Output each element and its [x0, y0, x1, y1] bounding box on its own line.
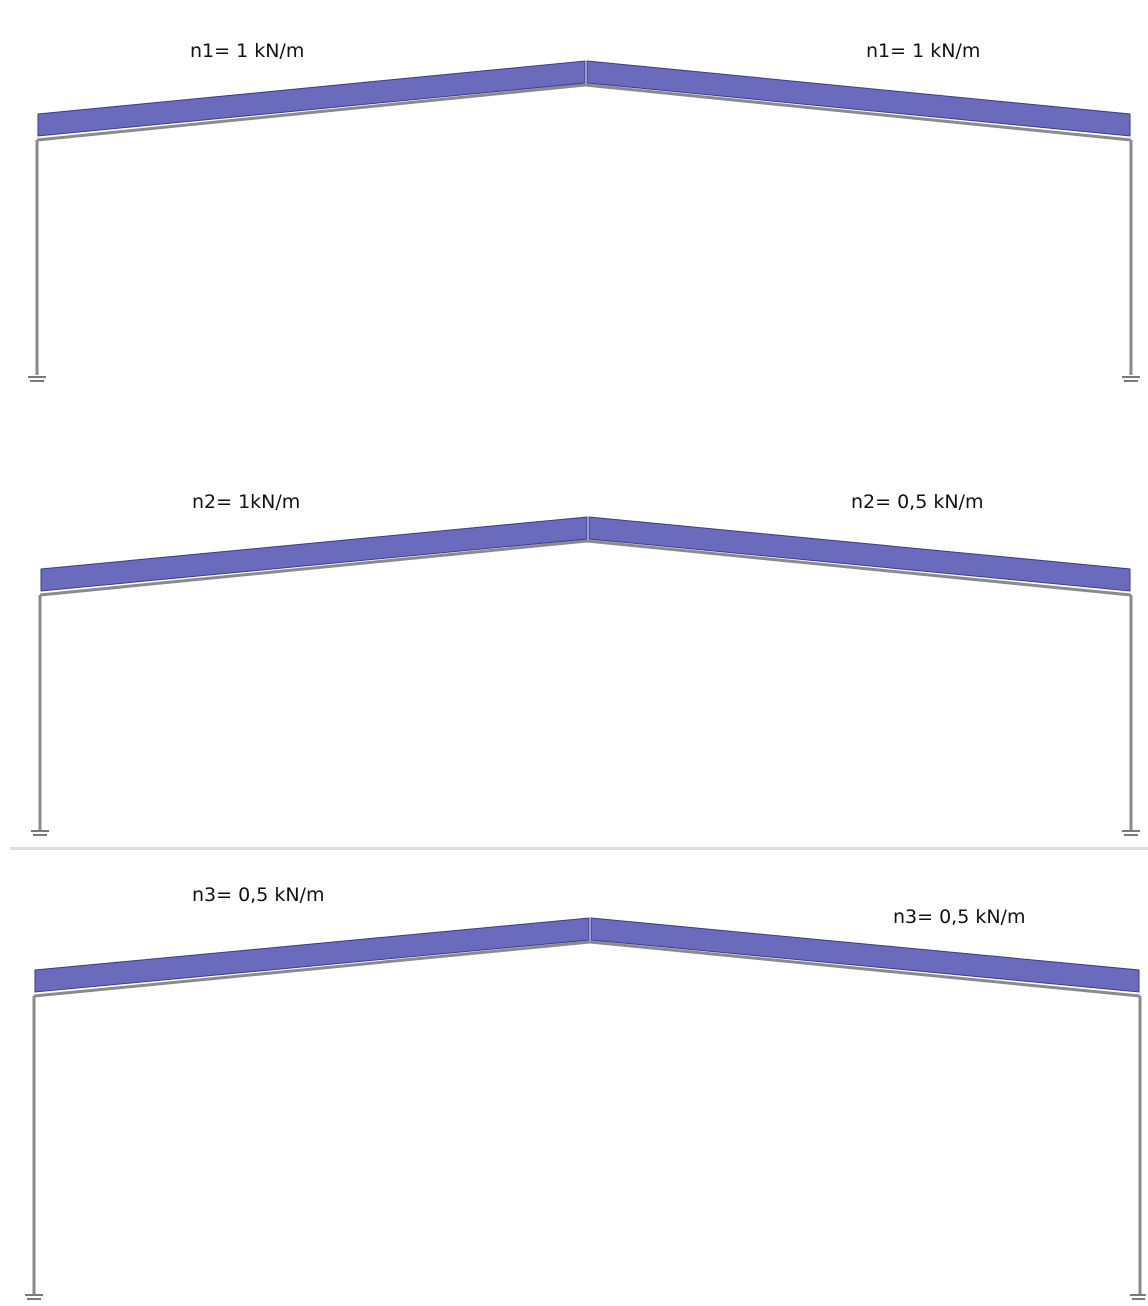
frame-2-structure [31, 516, 1140, 836]
left-rafter [33, 940, 591, 998]
left-support-icon [25, 1294, 43, 1300]
load-label-left: n2= 1kN/m [192, 491, 301, 513]
right-rafter [584, 83, 1132, 142]
frame-1-structure [28, 60, 1140, 382]
load-label-right: n1= 1 kN/m [866, 40, 981, 62]
frame-3-structure [25, 917, 1146, 1300]
load-label-left: n1= 1 kN/m [190, 40, 305, 62]
frame-2: n2= 1kN/m n2= 0,5 kN/m [0, 440, 1148, 845]
right-rafter [586, 539, 1132, 597]
left-distributed-load [40, 516, 588, 592]
right-distributed-load [590, 917, 1140, 993]
frame-3-drawing [25, 917, 1146, 1300]
frame-3: n3= 0,5 kN/m n3= 0,5 kN/m [0, 860, 1148, 1306]
panel-divider [10, 847, 1148, 850]
left-support-icon [31, 830, 49, 836]
right-support-icon [1122, 830, 1140, 836]
left-distributed-load [37, 60, 586, 137]
left-rafter [36, 83, 586, 142]
load-label-right: n3= 0,5 kN/m [893, 906, 1026, 928]
left-support-icon [28, 376, 46, 382]
frame-1-drawing [28, 60, 1140, 382]
right-support-icon [1130, 1294, 1146, 1300]
left-distributed-load [34, 917, 590, 993]
load-label-right: n2= 0,5 kN/m [851, 491, 984, 513]
right-rafter [589, 940, 1141, 998]
right-distributed-load [586, 60, 1131, 137]
frame-1: n1= 1 kN/m n1= 1 kN/m [0, 0, 1148, 420]
load-label-left: n3= 0,5 kN/m [192, 884, 325, 906]
frame-2-drawing [31, 516, 1140, 836]
right-support-icon [1122, 376, 1140, 382]
left-rafter [39, 539, 588, 597]
right-distributed-load [588, 516, 1131, 592]
